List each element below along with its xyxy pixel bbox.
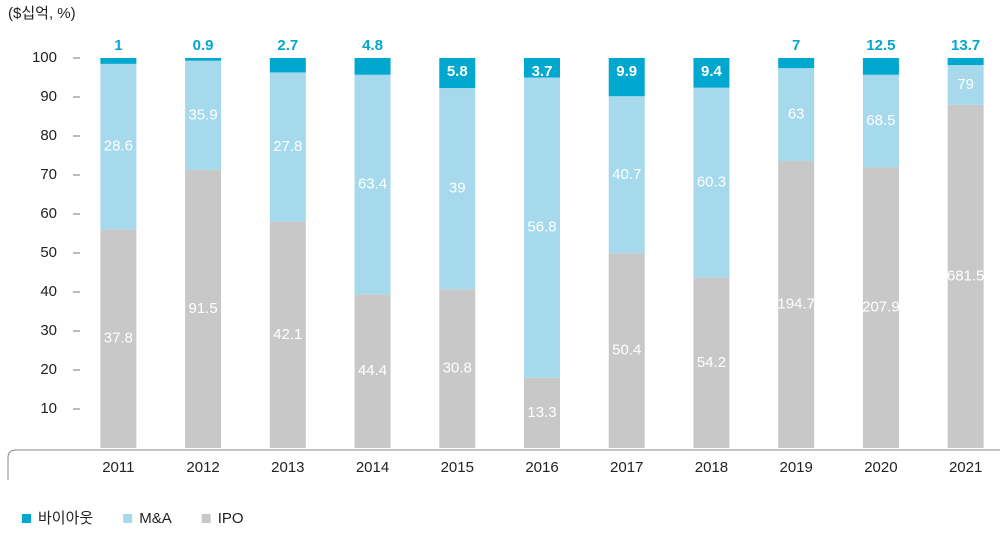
y-tick-label: 30 bbox=[40, 322, 57, 339]
data-label: 194.7 bbox=[777, 295, 815, 312]
bar-segment bbox=[947, 65, 984, 105]
x-tick-label: 2018 bbox=[695, 459, 728, 476]
bar-segment bbox=[778, 68, 815, 161]
bar-segment bbox=[862, 74, 899, 168]
data-label: 13.3 bbox=[527, 404, 556, 421]
data-label: 681.5 bbox=[947, 267, 985, 284]
bar-segment bbox=[693, 58, 730, 88]
bar-segment bbox=[693, 277, 730, 448]
bar-segment bbox=[100, 229, 137, 448]
x-tick-label: 2020 bbox=[864, 459, 897, 476]
bar-segment bbox=[862, 167, 899, 448]
bar-segment bbox=[947, 58, 984, 66]
y-tick-label: 60 bbox=[40, 205, 57, 222]
x-tick-label: 2012 bbox=[186, 459, 219, 476]
data-label: 4.8 bbox=[362, 37, 383, 54]
data-label: 54.2 bbox=[697, 354, 726, 371]
x-tick-label: 2013 bbox=[271, 459, 304, 476]
axis-line bbox=[7, 449, 1000, 480]
x-tick-label: 2015 bbox=[441, 459, 474, 476]
data-label: 9.4 bbox=[701, 63, 723, 80]
data-label: 1 bbox=[114, 37, 122, 54]
data-label: 30.8 bbox=[443, 360, 472, 377]
y-tick-label: 20 bbox=[40, 361, 57, 378]
x-tick-label: 2017 bbox=[610, 459, 643, 476]
data-label: 44.4 bbox=[358, 362, 387, 379]
y-tick-label: 70 bbox=[40, 166, 57, 183]
data-label: 63.4 bbox=[358, 176, 387, 193]
data-label: 50.4 bbox=[612, 342, 641, 359]
legend-swatch bbox=[22, 514, 31, 523]
y-tick-label: 50 bbox=[40, 244, 57, 261]
x-tick-label: 2014 bbox=[356, 459, 389, 476]
x-tick-label: 2019 bbox=[779, 459, 812, 476]
data-label: 9.9 bbox=[616, 63, 637, 80]
bar-segment bbox=[185, 60, 222, 170]
bar-segment bbox=[269, 58, 306, 73]
bar-segment bbox=[778, 160, 815, 448]
data-label: 35.9 bbox=[188, 106, 217, 123]
bar-segment bbox=[185, 169, 222, 448]
data-label: 207.9 bbox=[862, 299, 900, 316]
bar-segment bbox=[439, 58, 476, 89]
bar-segment bbox=[862, 58, 899, 75]
legend-label: IPO bbox=[218, 510, 244, 527]
data-label: 37.8 bbox=[104, 330, 133, 347]
bar-segment bbox=[524, 77, 560, 378]
x-tick-label: 2011 bbox=[102, 459, 134, 476]
bar-segment bbox=[354, 58, 391, 75]
data-label: 60.3 bbox=[697, 174, 726, 191]
bar-segment bbox=[100, 63, 137, 230]
y-tick-label: 100 bbox=[32, 49, 57, 66]
y-tick-label: 80 bbox=[40, 127, 57, 144]
bar-segment bbox=[524, 377, 560, 448]
legend-swatch bbox=[123, 514, 133, 523]
data-label: 56.8 bbox=[527, 219, 556, 236]
bar-segment bbox=[269, 221, 306, 448]
data-label: 3.7 bbox=[532, 63, 553, 80]
data-label: 2.7 bbox=[277, 37, 298, 54]
data-label: 40.7 bbox=[612, 166, 641, 183]
data-label: 79 bbox=[957, 76, 974, 93]
data-label: 13.7 bbox=[951, 37, 980, 54]
y-tick-label: 90 bbox=[40, 88, 57, 105]
bar-segment bbox=[608, 58, 645, 97]
data-label: 39 bbox=[449, 180, 466, 197]
data-label: 7 bbox=[792, 37, 800, 54]
data-label: 42.1 bbox=[273, 326, 302, 343]
legend-label: M&A bbox=[139, 510, 172, 527]
data-label: 27.8 bbox=[273, 138, 302, 155]
bar-segment bbox=[100, 58, 137, 64]
bar-segment bbox=[354, 294, 391, 448]
legend-label: 바이아웃 bbox=[38, 510, 93, 527]
data-label: 12.5 bbox=[866, 37, 895, 54]
y-tick-label: 10 bbox=[40, 400, 57, 417]
y-tick-label: 40 bbox=[40, 283, 57, 300]
bar-segment bbox=[693, 87, 730, 278]
bar-segment bbox=[608, 96, 645, 254]
data-label: 91.5 bbox=[188, 300, 217, 317]
bar-segment bbox=[524, 58, 560, 78]
data-label: 28.6 bbox=[104, 137, 133, 154]
data-label: 0.9 bbox=[193, 37, 214, 54]
unit-label: ($십억, %) bbox=[8, 5, 76, 22]
bar-segment bbox=[947, 104, 984, 449]
bar-segment bbox=[778, 58, 815, 69]
data-label: 63 bbox=[788, 106, 805, 123]
bar-segment bbox=[439, 88, 476, 290]
bar-segment bbox=[185, 58, 222, 61]
data-label: 68.5 bbox=[866, 112, 895, 129]
bar-segment bbox=[608, 253, 645, 448]
x-tick-label: 2021 bbox=[949, 459, 982, 476]
bar-segment bbox=[354, 74, 391, 295]
bar-segment bbox=[269, 72, 306, 222]
x-tick-label: 2016 bbox=[525, 459, 558, 476]
legend-swatch bbox=[201, 514, 211, 523]
data-label: 5.8 bbox=[447, 63, 468, 80]
bar-segment bbox=[439, 289, 476, 448]
